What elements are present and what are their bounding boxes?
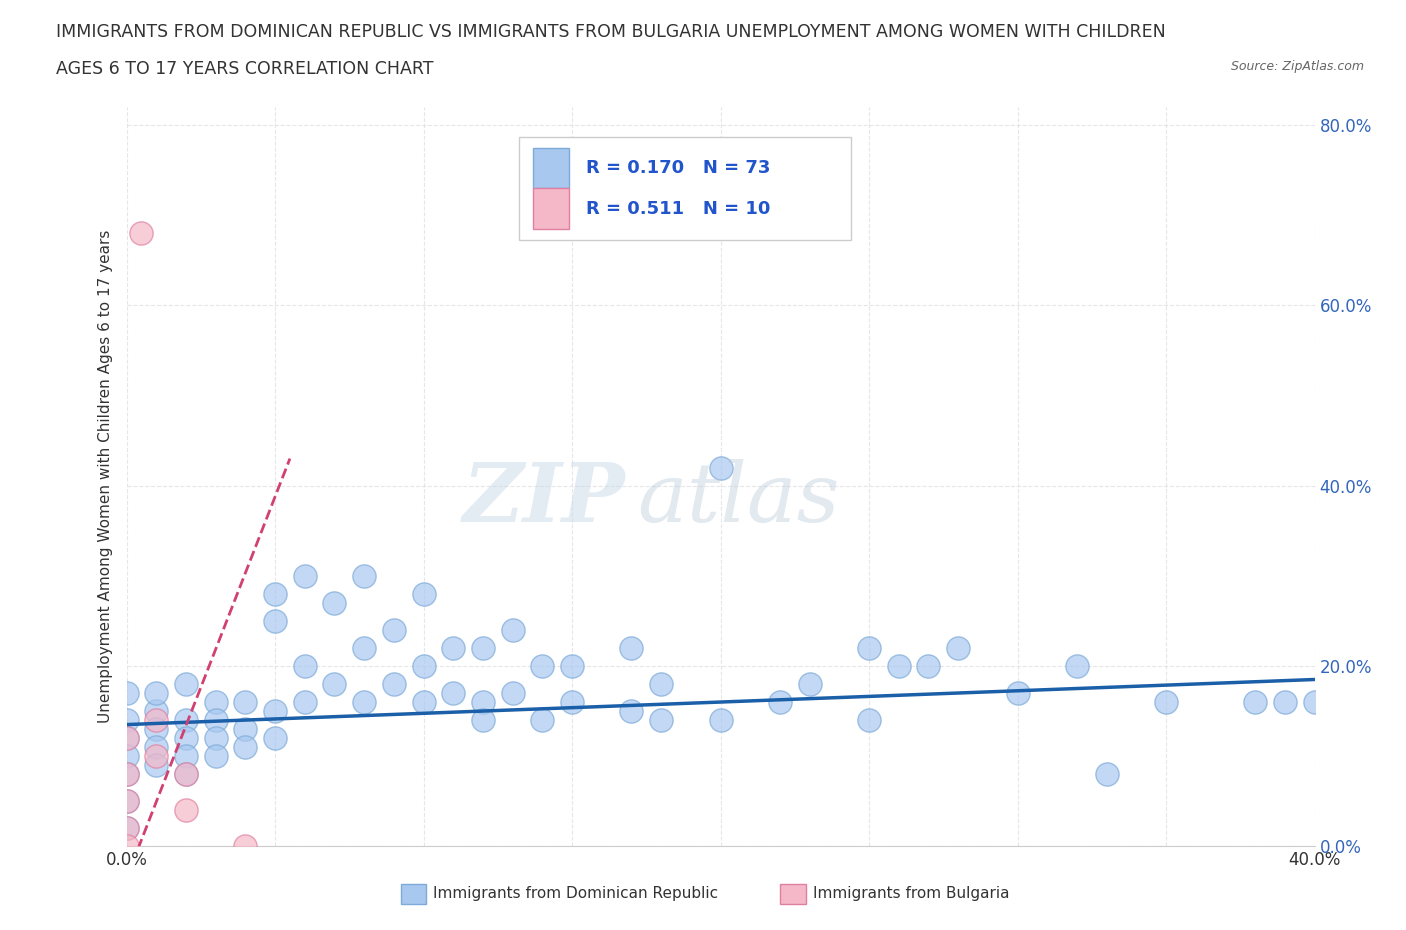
Text: R = 0.511   N = 10: R = 0.511 N = 10 <box>586 200 770 218</box>
Point <box>115 794 138 809</box>
Point <box>115 839 138 854</box>
Point <box>620 641 643 656</box>
FancyBboxPatch shape <box>533 148 568 188</box>
Point <box>323 676 346 691</box>
Point <box>115 794 138 809</box>
Point <box>115 731 138 746</box>
Point <box>1274 695 1296 710</box>
Text: atlas: atlas <box>637 458 839 538</box>
Point <box>1303 695 1326 710</box>
Point <box>233 739 257 754</box>
Point <box>858 712 880 727</box>
Text: Immigrants from Dominican Republic: Immigrants from Dominican Republic <box>433 886 718 901</box>
Point <box>204 731 226 746</box>
Point <box>115 821 138 836</box>
Point <box>174 749 197 764</box>
Point <box>1066 658 1088 673</box>
Point <box>115 712 138 727</box>
Point <box>204 712 226 727</box>
Point <box>858 641 880 656</box>
Point <box>115 821 138 836</box>
Point <box>115 766 138 781</box>
Point <box>294 658 316 673</box>
Point <box>1007 685 1029 700</box>
Point <box>472 641 495 656</box>
Point <box>441 641 464 656</box>
Point <box>145 712 167 727</box>
Point <box>531 712 554 727</box>
Point <box>294 695 316 710</box>
Text: R = 0.170   N = 73: R = 0.170 N = 73 <box>586 159 770 177</box>
Point <box>1244 695 1267 710</box>
Point <box>472 695 495 710</box>
Point <box>233 839 257 854</box>
Point <box>145 749 167 764</box>
Point <box>264 587 287 602</box>
Point <box>115 766 138 781</box>
Point <box>769 695 792 710</box>
Point <box>561 695 583 710</box>
Point <box>412 587 434 602</box>
Point <box>531 658 554 673</box>
Point <box>710 712 733 727</box>
Point <box>174 803 197 817</box>
Point <box>264 614 287 629</box>
Point <box>917 658 939 673</box>
FancyBboxPatch shape <box>519 137 851 240</box>
Point <box>412 658 434 673</box>
Point <box>174 676 197 691</box>
Point <box>115 685 138 700</box>
Point <box>441 685 464 700</box>
Point <box>948 641 970 656</box>
Point <box>115 731 138 746</box>
Point <box>472 712 495 727</box>
Point <box>131 226 153 241</box>
Point <box>145 758 167 773</box>
Text: Source: ZipAtlas.com: Source: ZipAtlas.com <box>1230 60 1364 73</box>
Point <box>264 704 287 719</box>
Point <box>650 676 672 691</box>
Point <box>174 731 197 746</box>
Text: IMMIGRANTS FROM DOMINICAN REPUBLIC VS IMMIGRANTS FROM BULGARIA UNEMPLOYMENT AMON: IMMIGRANTS FROM DOMINICAN REPUBLIC VS IM… <box>56 23 1166 41</box>
Point <box>294 568 316 583</box>
Point <box>204 749 226 764</box>
Point <box>353 641 375 656</box>
Y-axis label: Unemployment Among Women with Children Ages 6 to 17 years: Unemployment Among Women with Children A… <box>97 230 112 724</box>
Point <box>650 712 672 727</box>
Point <box>233 722 257 737</box>
Point <box>174 766 197 781</box>
Point <box>412 695 434 710</box>
Text: Immigrants from Bulgaria: Immigrants from Bulgaria <box>813 886 1010 901</box>
Point <box>561 658 583 673</box>
Point <box>204 695 226 710</box>
Point <box>799 676 821 691</box>
Point <box>353 568 375 583</box>
Point <box>353 695 375 710</box>
Point <box>382 622 405 637</box>
Point <box>264 731 287 746</box>
Point <box>382 676 405 691</box>
Point <box>1095 766 1118 781</box>
Point <box>233 695 257 710</box>
Text: AGES 6 TO 17 YEARS CORRELATION CHART: AGES 6 TO 17 YEARS CORRELATION CHART <box>56 60 433 78</box>
Point <box>145 739 167 754</box>
Point <box>174 766 197 781</box>
Point <box>620 704 643 719</box>
Text: ZIP: ZIP <box>463 458 626 538</box>
Point <box>115 749 138 764</box>
Point <box>145 685 167 700</box>
Point <box>502 622 524 637</box>
FancyBboxPatch shape <box>533 188 568 229</box>
Point <box>174 712 197 727</box>
Point <box>1154 695 1177 710</box>
Point <box>887 658 910 673</box>
Point <box>145 704 167 719</box>
Point <box>710 460 733 475</box>
Point <box>502 685 524 700</box>
Point <box>323 595 346 610</box>
Point <box>145 722 167 737</box>
